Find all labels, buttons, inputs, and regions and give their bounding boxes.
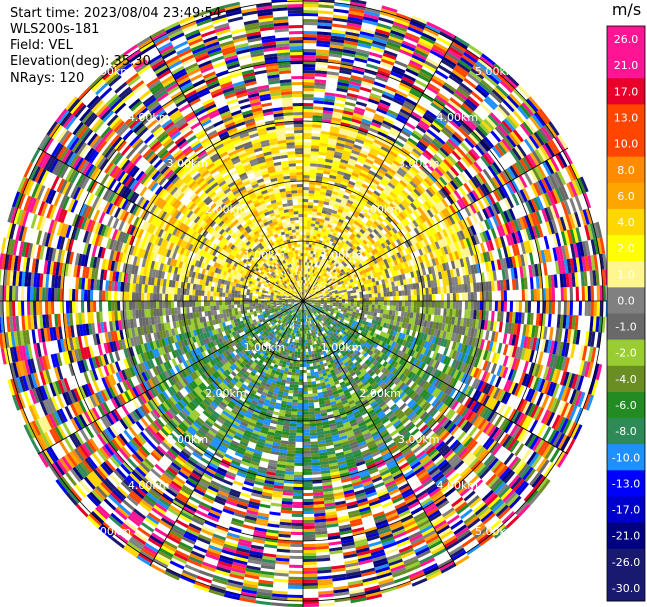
colorbar-segment-19	[607, 522, 645, 550]
colorbar-segment-9	[607, 261, 645, 288]
range-ring-label-5-upper-right: 5.00km	[475, 65, 517, 78]
colorbar-tick-label: 17.0	[614, 85, 639, 98]
elevation-label: Elevation(deg): 35.30	[10, 54, 151, 69]
colorbar-segment-16	[607, 444, 645, 471]
colorbar-tick-label: -26.0	[612, 556, 640, 569]
spoke-330	[149, 35, 304, 302]
colorbar-segment-14	[607, 391, 645, 419]
start-time-label: Start time: 2023/08/04 23:49:54	[10, 6, 222, 21]
spoke-210	[149, 300, 304, 567]
colorbar-segment-4	[607, 130, 645, 158]
range-ring-label-5-lower-right: 5.00km	[475, 525, 517, 538]
colorbar-segment-1	[607, 52, 645, 79]
range-ring-label-2-lower-right: 2.00km	[359, 387, 401, 400]
colorbar-segment-13	[607, 365, 645, 393]
range-ring-label-5-lower-left: 5.00km	[89, 525, 131, 538]
colorbar-segment-8	[607, 235, 645, 262]
ppi-plot	[0, 0, 610, 607]
colorbar-tick-label: 13.0	[614, 111, 639, 124]
colorbar-tick-label: -17.0	[612, 504, 640, 517]
colorbar-segment-15	[607, 418, 645, 445]
colorbar-segment-11	[607, 313, 645, 341]
range-ring-label-2-lower-left: 2.00km	[205, 387, 247, 400]
instrument-label: WLS200s-181	[10, 22, 100, 37]
range-ring-label-3-lower-right: 3.00km	[398, 433, 440, 446]
colorbar-segment-0	[607, 26, 645, 53]
range-ring-label-4-upper-left: 4.00km	[128, 111, 170, 124]
range-ring-label-1-lower-right: 1.00km	[321, 341, 363, 354]
colorbar-tick-label: 4.0	[617, 216, 635, 229]
colorbar-tick-label: 10.0	[614, 138, 639, 151]
range-ring-label-4-upper-right: 4.00km	[436, 111, 478, 124]
colorbar-segment-6	[607, 182, 645, 210]
colorbar-frame	[606, 25, 646, 602]
spoke-60	[302, 147, 569, 302]
colorbar-tick-label: -13.0	[612, 477, 640, 490]
colorbar-tick-label: 2.0	[617, 242, 635, 255]
colorbar: 26.0 21.0 17.0 13.0 10.0 8.0 6.0 4.0 2.0 1.0 0.0 -1…	[606, 25, 646, 602]
colorbar-unit-label: m/s	[611, 0, 642, 19]
colorbar-tick-label: -21.0	[612, 530, 640, 543]
azimuth-spokes	[0, 0, 609, 607]
colorbar-tick-label: -2.0	[615, 347, 636, 360]
range-ring-label-3-lower-left: 3.00km	[167, 433, 209, 446]
spoke-30	[302, 35, 457, 302]
colorbar-tick-label: -8.0	[615, 425, 636, 438]
range-ring-label-1-lower-left: 1.00km	[244, 341, 286, 354]
colorbar-segment-3	[607, 104, 645, 132]
colorbar-segment-17	[607, 470, 645, 497]
colorbar-segment-7	[607, 208, 645, 236]
colorbar-tick-label: -4.0	[615, 373, 636, 386]
spoke-240	[37, 300, 304, 455]
field-label: Field: VEL	[10, 38, 73, 53]
range-ring-label-2-upper-left: 2.00km	[205, 203, 247, 216]
colorbar-tick-label: 8.0	[617, 164, 635, 177]
colorbar-segment-2	[607, 78, 645, 105]
colorbar-tick-label: -30.0	[612, 582, 640, 595]
range-ring-label-3-upper-right: 3.00km	[398, 157, 440, 170]
range-ring-label-1-upper-left: 1.00km	[244, 249, 286, 262]
range-ring-labels: 1.00km 1.00km 1.00km 1.00km 2.00km 2.00km 2.00…	[89, 65, 516, 538]
range-ring-label-1-upper-right: 1.00km	[321, 249, 363, 262]
colorbar-tick-label: 21.0	[614, 59, 639, 72]
colorbar-tick-label: 26.0	[614, 33, 639, 46]
colorbar-segment-20	[607, 548, 645, 576]
colorbar-segment-5	[607, 156, 645, 184]
colorbar-tick-label: -10.0	[612, 451, 640, 464]
range-ring-label-5-upper-left: 5.00km	[89, 65, 131, 78]
colorbar-segment-21	[607, 574, 645, 602]
colorbar-segment-12	[607, 339, 645, 367]
spoke-120	[302, 300, 569, 455]
nrays-label: NRays: 120	[10, 71, 85, 86]
colorbar-tick-label: 1.0	[617, 268, 635, 281]
colorbar-segment-10	[607, 287, 645, 314]
colorbar-tick-label: 0.0	[617, 294, 635, 307]
colorbar-tick-label: -6.0	[615, 399, 636, 412]
colorbar-tick-label: -1.0	[615, 321, 636, 334]
colorbar-segment-18	[607, 496, 645, 524]
range-ring-label-4-lower-left: 4.00km	[128, 479, 170, 492]
range-ring-label-2-upper-right: 2.00km	[359, 203, 401, 216]
range-ring-label-4-lower-right: 4.00km	[436, 479, 478, 492]
range-ring-label-3-upper-left: 3.00km	[167, 157, 209, 170]
spoke-150	[302, 300, 457, 567]
spoke-300	[37, 147, 304, 302]
colorbar-tick-label: 6.0	[617, 190, 635, 203]
